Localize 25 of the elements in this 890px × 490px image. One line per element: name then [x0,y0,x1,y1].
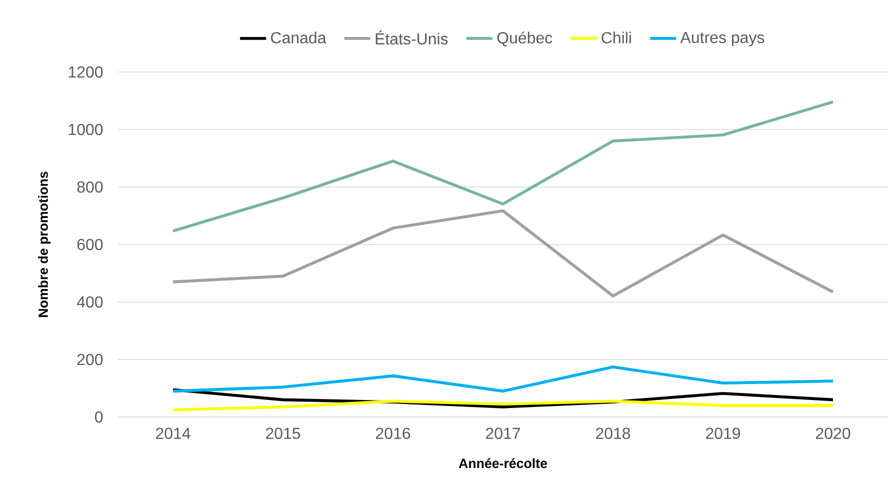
y-tick-label: 200 [77,354,103,366]
y-tick-label: 0 [95,411,103,423]
y-tick-label: 1000 [68,124,103,136]
x-axis-title: Année-récolte [458,458,547,468]
legend-label: Québec [497,32,552,46]
x-tick-label: 2016 [376,428,410,440]
x-tick-label: 2014 [156,428,190,440]
legend-label: Chili [602,32,631,44]
x-tick-label: 2015 [266,428,300,440]
x-tick-label: 2017 [486,428,520,440]
legend-label: Canada [271,32,326,44]
line-series [172,400,834,412]
y-axis-title: Nombre de promotions [38,172,51,317]
x-tick-label: 2019 [706,428,740,440]
y-tick-label: 600 [77,238,103,250]
y-tick-label: 800 [77,181,103,193]
y-tick-label: 1200 [68,66,103,78]
legend-label: Autres pays [680,32,764,46]
line-series [172,366,834,393]
line-series [172,209,834,298]
x-tick-label: 2018 [596,428,630,440]
line-series [172,100,834,232]
x-tick-label: 2020 [816,428,850,440]
y-tick-label: 400 [76,296,103,308]
legend-label: États-Unis [376,30,448,45]
